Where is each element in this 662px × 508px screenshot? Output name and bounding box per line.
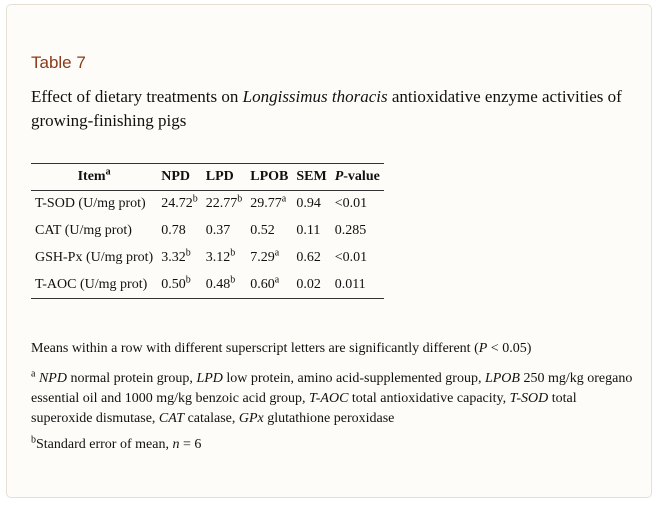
- header-npd: NPD: [157, 163, 202, 191]
- footnote-a-term: T-SOD: [509, 391, 549, 406]
- cell-lpob: 0.52: [246, 218, 292, 245]
- cell-pvalue: <0.01: [334, 196, 368, 212]
- table-row: GSH-Px (U/mg prot) 3.32b 3.12b 7.29a 0.6…: [31, 245, 384, 272]
- caption-text-1: Effect of dietary treatments on: [31, 87, 243, 106]
- cell-npd-value: 3.32: [161, 250, 186, 265]
- cell-pvalue: <0.01: [334, 250, 368, 265]
- cell-item: T-SOD (U/mg prot): [35, 196, 146, 212]
- cell-npd-sup: b: [185, 274, 191, 286]
- cell-lpob-value: 0.60: [250, 276, 275, 292]
- footnote-a-desc: low protein, amino acid-supplemented gro…: [222, 371, 485, 386]
- footnote-means-text-1: Means within a row with different supers…: [31, 341, 479, 356]
- cell-lpob-value: 7.29: [250, 250, 275, 265]
- footnote-a-term: GPx: [238, 411, 264, 426]
- footnote-a-desc: catalase,: [184, 411, 239, 426]
- cell-npd: 24.72b: [157, 191, 202, 218]
- footnote-a-marker: a: [31, 368, 36, 380]
- cell-lpd-value: 0.48: [205, 276, 231, 292]
- table-label: Table 7: [31, 53, 86, 72]
- cell-lpob: 0.60a: [246, 271, 293, 299]
- cell-npd: 0.50b: [157, 271, 202, 299]
- cell-lpob: 29.77a: [246, 191, 292, 218]
- header-pvalue-rest: -value: [343, 169, 380, 184]
- footnote-a-term: LPD: [196, 371, 223, 386]
- footnote-a-desc: 250 mg/kg oregano essential oil and 1000…: [31, 371, 633, 406]
- footnote-a-term: T-AOC: [309, 391, 349, 406]
- footnote-a-desc: normal protein group,: [66, 371, 197, 386]
- cell-pvalue: 0.285: [334, 223, 367, 238]
- footnote-a-term: LPOB: [484, 371, 520, 386]
- footnote-b-text-2: = 6: [179, 437, 202, 452]
- header-lpd: LPD: [201, 163, 247, 191]
- table-row: T-SOD (U/mg prot) 24.72b 22.77b 29.77a 0…: [31, 191, 384, 218]
- table-card: Table 7 Effect of dietary treatments on …: [6, 4, 652, 498]
- footnote-b: bStandard error of mean, n = 6: [31, 435, 641, 455]
- table-row: T-AOC (U/mg prot) 0.50b 0.48b 0.60a 0.02…: [31, 271, 384, 299]
- cell-npd-value: 0.78: [161, 223, 186, 238]
- header-item: Itema: [31, 163, 158, 191]
- cell-item: GSH-Px (U/mg prot): [35, 250, 154, 265]
- footnote-b-marker: b: [31, 434, 36, 446]
- cell-lpd-sup: b: [230, 247, 236, 259]
- cell-npd-sup: b: [192, 193, 198, 205]
- footnote-means-text-2: < 0.05): [487, 341, 532, 356]
- footnote-b-text-1: Standard error of mean,: [36, 437, 173, 452]
- cell-lpob-sup: a: [274, 247, 280, 259]
- cell-npd: 3.32b: [157, 245, 202, 272]
- cell-lpd: 0.37: [202, 218, 247, 245]
- cell-item: T-AOC (U/mg prot): [31, 271, 158, 299]
- cell-npd-value: 0.50: [161, 276, 186, 292]
- cell-lpd-sup: b: [237, 193, 243, 205]
- footnote-means: Means within a row with different supers…: [31, 339, 641, 359]
- header-pvalue: P-value: [330, 163, 384, 191]
- footnote-b-n: n: [172, 437, 180, 452]
- cell-lpd-value: 0.37: [205, 223, 231, 238]
- footnote-a-desc: total antioxidative capacity,: [348, 391, 510, 406]
- cell-sem: 0.94: [296, 196, 321, 212]
- cell-sem: 0.62: [296, 250, 321, 265]
- header-lpob: LPOB: [246, 163, 293, 191]
- cell-lpd-value: 22.77: [205, 196, 238, 212]
- caption-text-2: antioxidative enzyme activities of growi…: [31, 87, 622, 130]
- footnote-a-term: NPD: [38, 371, 67, 386]
- caption-species: Longissimus thoracis: [242, 87, 388, 106]
- cell-item: CAT (U/mg prot): [35, 223, 132, 238]
- table-row: CAT (U/mg prot) 0.78 0.37 0.52 0.11 0.28…: [31, 218, 384, 245]
- cell-lpob-value: 0.52: [250, 223, 275, 238]
- footnote-means-p: P: [478, 341, 488, 356]
- cell-npd-sup: b: [185, 247, 191, 259]
- cell-lpd: 0.48b: [201, 271, 247, 299]
- footnote-a-desc: glutathione peroxidase: [263, 411, 395, 426]
- cell-lpd-value: 3.12: [205, 250, 231, 265]
- cell-lpob-sup: a: [274, 274, 280, 286]
- cell-pvalue: 0.011: [330, 271, 384, 299]
- cell-lpob-sup: a: [281, 193, 287, 205]
- header-item-text: Item: [77, 169, 106, 184]
- cell-npd: 0.78: [157, 218, 202, 245]
- cell-lpd: 22.77b: [202, 191, 247, 218]
- cell-sem: 0.11: [296, 223, 321, 238]
- table-caption: Effect of dietary treatments on Longissi…: [31, 85, 631, 133]
- cell-npd-value: 24.72: [161, 196, 193, 212]
- cell-lpob: 7.29a: [246, 245, 292, 272]
- header-item-footnote-mark: a: [105, 166, 111, 178]
- header-sem: SEM: [292, 163, 331, 191]
- cell-lpd: 3.12b: [202, 245, 247, 272]
- footnote-a-desc: total superoxide dismutase,: [31, 391, 577, 426]
- cell-lpob-value: 29.77: [250, 196, 282, 212]
- footnote-a-term: CAT: [158, 411, 185, 426]
- header-row: Itema NPD LPD LPOB SEM P-value: [31, 163, 384, 191]
- data-table: Itema NPD LPD LPOB SEM P-value T-SOD (U/…: [31, 163, 384, 299]
- header-pvalue-p: P: [334, 169, 344, 184]
- footnote-a: a NPD normal protein group, LPD low prot…: [31, 369, 641, 429]
- cell-sem: 0.02: [292, 271, 331, 299]
- cell-lpd-sup: b: [230, 274, 236, 286]
